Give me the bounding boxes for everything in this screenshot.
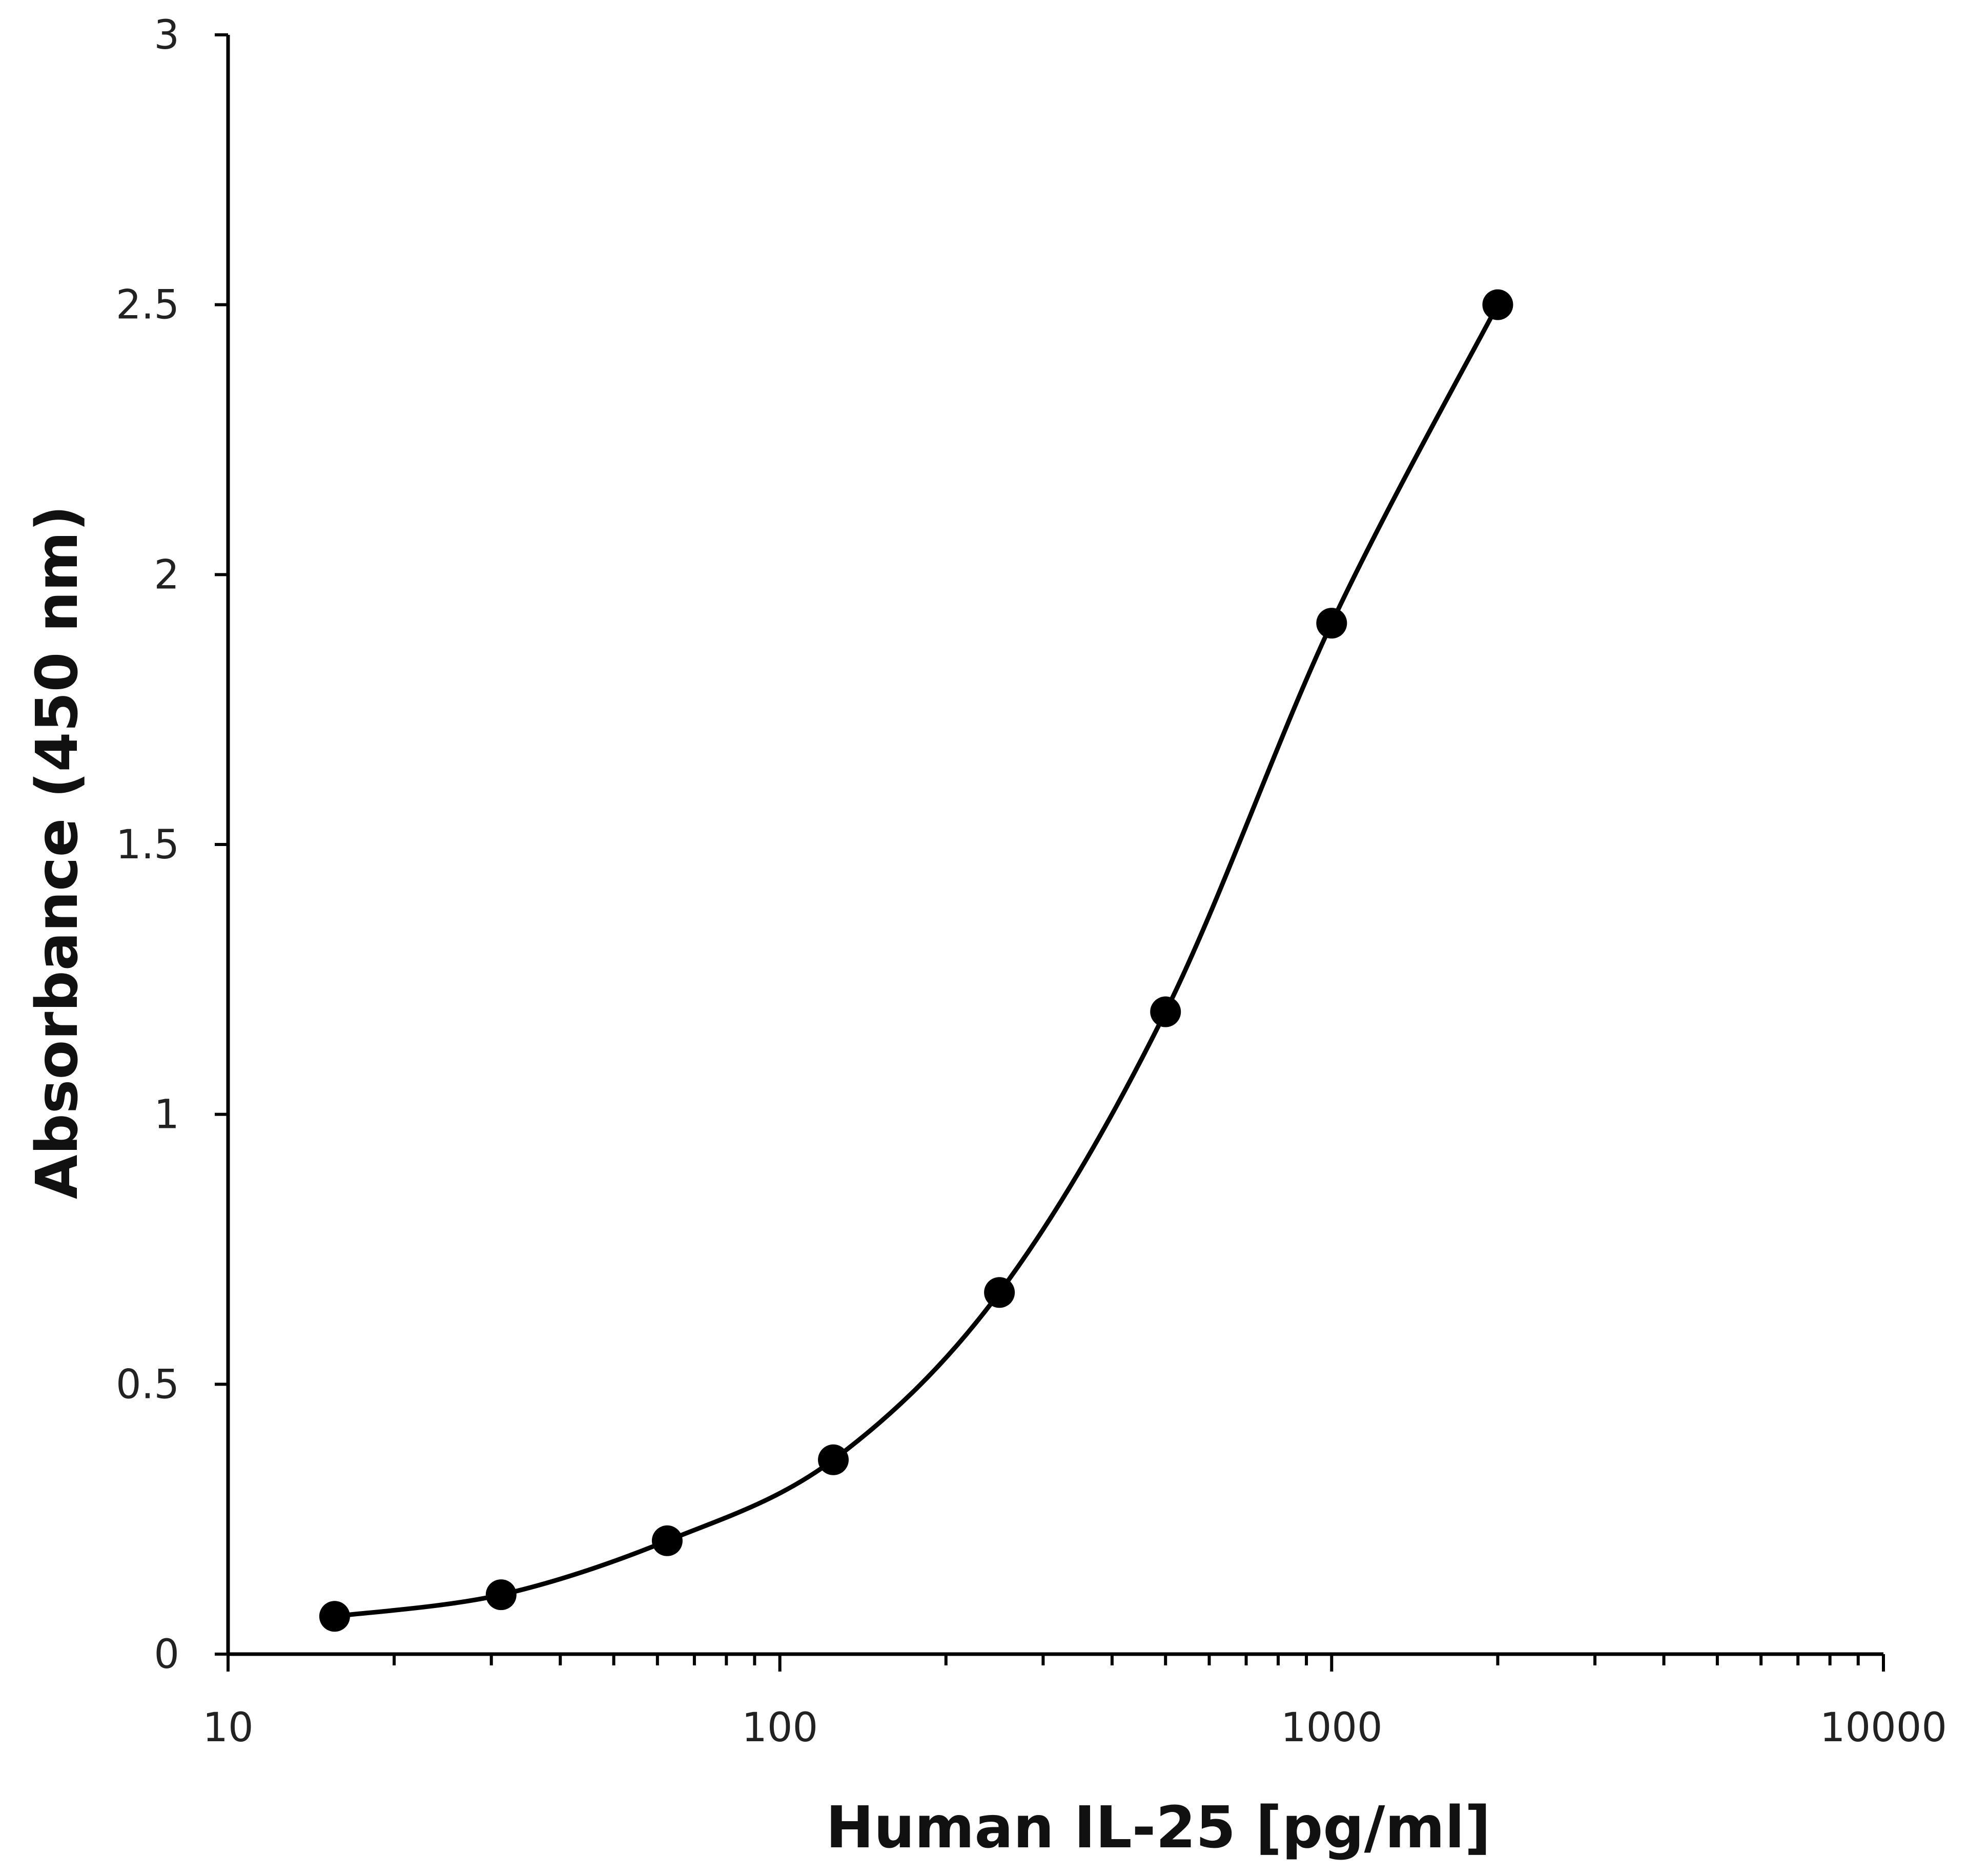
data-point <box>1150 996 1181 1027</box>
y-tick-label: 0 <box>154 1632 179 1678</box>
x-tick-label: 1000 <box>1281 1705 1383 1751</box>
data-point <box>1316 608 1347 639</box>
data-point <box>1482 289 1513 320</box>
y-tick-label: 0.5 <box>116 1362 179 1408</box>
data-point <box>319 1601 350 1632</box>
series-line <box>332 302 1500 1619</box>
y-axis-title: Absorbance (450 nm) <box>24 505 91 1199</box>
x-tick-label: 10 <box>202 1705 253 1751</box>
x-tick-label: 10000 <box>1820 1705 1947 1751</box>
y-tick-label: 1.5 <box>116 822 179 868</box>
ticks: 0 0.5 1 1.5 2 2.5 3 10 100 1000 10000 <box>116 12 1947 1751</box>
y-tick-label: 3 <box>154 12 179 58</box>
series <box>319 289 1513 1632</box>
y-tick-label: 1 <box>154 1092 179 1138</box>
x-tick-label: 100 <box>742 1705 818 1751</box>
data-point <box>651 1525 683 1556</box>
y-tick-label: 2.5 <box>116 282 179 328</box>
data-point <box>984 1277 1015 1308</box>
axes <box>226 35 1883 1656</box>
x-axis-title: Human IL-25 [pg/ml] <box>826 1795 1491 1861</box>
data-point <box>818 1444 849 1475</box>
data-point <box>485 1579 517 1611</box>
y-tick-label: 2 <box>154 552 179 598</box>
